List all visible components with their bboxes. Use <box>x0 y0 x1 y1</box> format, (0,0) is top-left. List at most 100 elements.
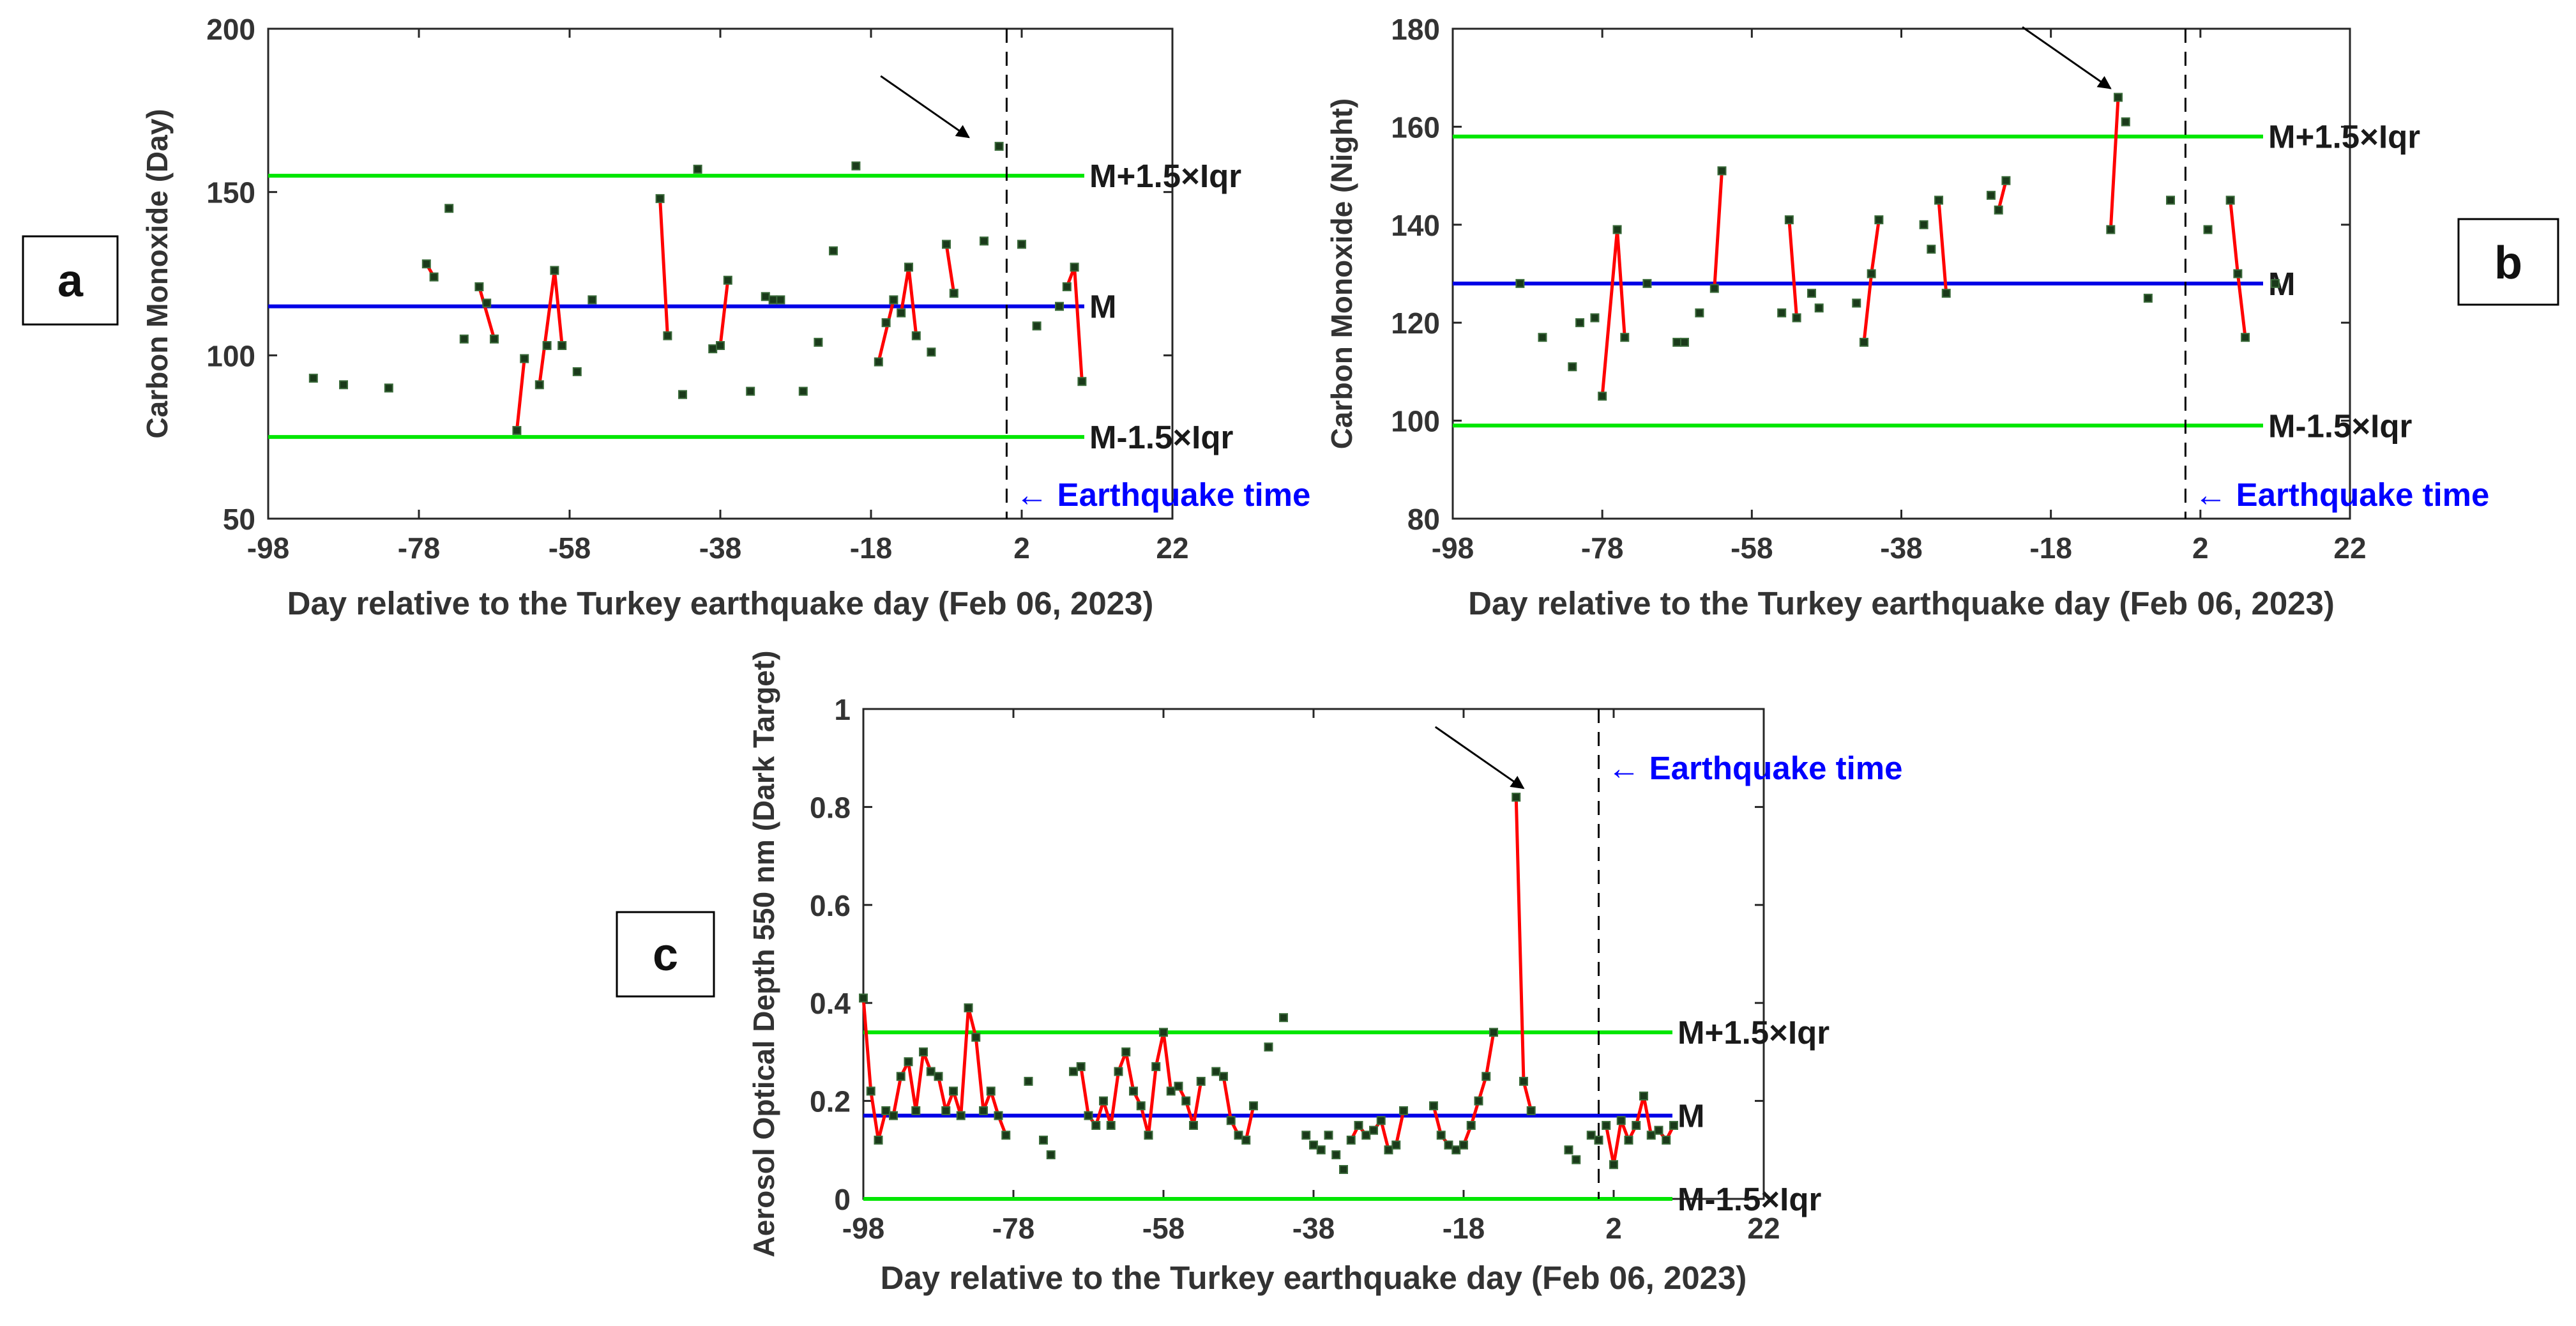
series-segment <box>1870 218 1881 275</box>
data-point <box>723 275 732 285</box>
y-axis-label: Carbon Monoxide (Night) <box>1325 98 1358 449</box>
data-point <box>1807 289 1816 298</box>
series-segment <box>1079 1065 1090 1118</box>
data-point <box>1024 1076 1033 1086</box>
series-segment <box>477 285 496 341</box>
data-point <box>964 1003 973 1012</box>
data-point <box>1136 1101 1146 1111</box>
data-point <box>2270 278 2280 288</box>
data-point <box>655 194 665 203</box>
series-segment <box>1192 1079 1203 1127</box>
data-point <box>1474 1096 1483 1106</box>
data-point <box>949 1086 958 1096</box>
data-point <box>1129 1086 1138 1096</box>
data-point <box>1444 1140 1453 1150</box>
x-tick-label: 22 <box>1156 531 1188 565</box>
data-point <box>881 318 891 328</box>
series-segment <box>937 1074 948 1113</box>
data-point <box>474 282 484 291</box>
data-point <box>1612 225 1622 234</box>
data-point <box>339 380 348 390</box>
data-point <box>534 380 544 390</box>
data-point <box>429 272 439 282</box>
series-segment <box>959 1006 970 1118</box>
data-point <box>1672 337 1682 347</box>
x-tick-label: -58 <box>1142 1212 1185 1245</box>
series-segment <box>877 1109 888 1142</box>
data-point <box>1639 1091 1648 1101</box>
data-point <box>1941 289 1951 298</box>
y-tick-label: 120 <box>1391 307 1440 340</box>
data-point <box>1077 377 1087 386</box>
data-point <box>482 298 492 308</box>
data-point <box>746 386 755 396</box>
data-point <box>1436 1131 1446 1140</box>
x-tick-label: -98 <box>842 1212 884 1245</box>
data-point <box>979 1106 988 1115</box>
data-point <box>934 1072 943 1081</box>
data-point <box>1709 284 1719 293</box>
data-point <box>1852 298 1861 308</box>
data-point <box>1814 303 1824 313</box>
series-segment <box>1522 1079 1533 1113</box>
series-segment <box>1222 1074 1233 1122</box>
data-point <box>444 204 454 213</box>
data-point <box>1564 1145 1573 1155</box>
data-point <box>1586 1131 1596 1140</box>
data-point <box>1646 1131 1656 1140</box>
data-point <box>490 334 499 344</box>
data-point <box>1106 1120 1116 1130</box>
data-point <box>1459 1140 1468 1150</box>
x-tick-label: -78 <box>1581 531 1623 565</box>
data-point <box>2203 225 2213 234</box>
data-point <box>1489 1028 1498 1037</box>
y-tick-label: 150 <box>206 176 255 210</box>
data-point <box>851 161 861 171</box>
data-point <box>1069 1067 1078 1076</box>
data-point <box>1620 333 1630 342</box>
data-point <box>542 340 552 350</box>
data-point <box>1309 1140 1318 1150</box>
upper-bound-line-label: M+1.5×Iqr <box>2268 119 2420 155</box>
data-point <box>1512 793 1521 802</box>
data-point <box>1451 1145 1461 1155</box>
y-tick-label: 50 <box>223 503 255 536</box>
x-axis-label: Day relative to the Turkey earthquake da… <box>287 585 1154 621</box>
data-point <box>926 1067 936 1076</box>
series-segment <box>1937 198 1948 295</box>
y-axis-label: Aerosol Optical Depth 550 nm (Dark Targe… <box>747 650 780 1257</box>
data-point <box>994 142 1004 151</box>
data-point <box>1594 1135 1603 1145</box>
y-tick-label: 1 <box>834 693 851 726</box>
data-point <box>874 1135 883 1145</box>
data-point <box>1598 392 1607 401</box>
x-tick-label: -78 <box>398 531 440 565</box>
data-point <box>1279 1013 1288 1023</box>
series-segment <box>1394 1109 1405 1147</box>
series-segment <box>891 1074 903 1118</box>
data-point <box>919 1047 928 1056</box>
data-point <box>1001 1131 1011 1140</box>
data-point <box>1519 1076 1528 1086</box>
data-point <box>904 263 913 272</box>
data-point <box>1717 166 1727 176</box>
x-tick-label: 2 <box>1013 531 1030 565</box>
series-segment <box>2236 272 2247 339</box>
data-point <box>1062 282 1072 291</box>
y-tick-label: 80 <box>1407 503 1440 536</box>
series-segment <box>1600 227 1619 398</box>
data-point <box>1624 1135 1633 1145</box>
data-point <box>1166 1086 1176 1096</box>
data-point <box>1346 1135 1356 1145</box>
data-point <box>1429 1101 1438 1111</box>
data-point <box>1070 263 1079 272</box>
data-point <box>798 386 808 396</box>
series-segment <box>1862 272 1874 344</box>
data-point <box>994 1111 1003 1120</box>
data-point <box>1391 1140 1401 1150</box>
series-segment <box>899 265 911 315</box>
data-point <box>2114 93 2123 102</box>
median-line-label: M <box>1678 1098 1704 1134</box>
